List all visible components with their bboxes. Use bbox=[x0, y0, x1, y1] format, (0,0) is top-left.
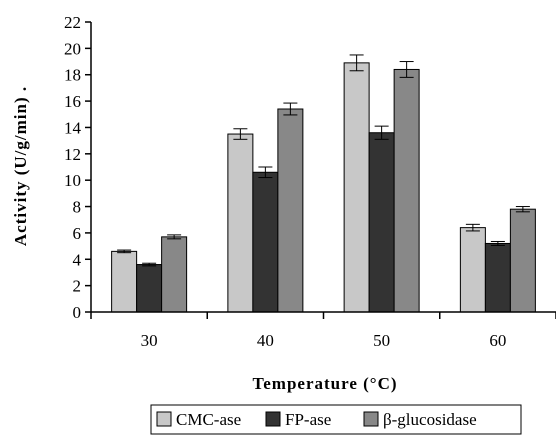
y-tick-label: 20 bbox=[64, 39, 81, 58]
bar--glucosidase-50 bbox=[393, 68, 420, 313]
bar-cmc-ase-50 bbox=[343, 62, 370, 313]
x-tick-label: 30 bbox=[141, 331, 158, 350]
y-tick-label: 2 bbox=[73, 277, 82, 296]
y-tick-label: 16 bbox=[64, 92, 81, 111]
bar--glucosidase-60 bbox=[509, 208, 536, 313]
x-tick-label: 40 bbox=[257, 331, 274, 350]
x-tick-label: 50 bbox=[373, 331, 390, 350]
bar-fp-ase-50 bbox=[368, 132, 395, 313]
legend-swatch-cmc-ase bbox=[156, 411, 172, 427]
y-tick-label: 10 bbox=[64, 171, 81, 190]
legend: CMC-ase FP-ase β-glucosidase bbox=[150, 404, 522, 435]
y-tick-label: 22 bbox=[64, 13, 81, 32]
legend-swatch--glucosidase bbox=[363, 411, 379, 427]
legend-swatch-fp-ase bbox=[265, 411, 281, 427]
bar-fp-ase-30 bbox=[136, 264, 163, 313]
bar-cmc-ase-30 bbox=[111, 250, 138, 313]
y-tick-label: 14 bbox=[64, 118, 82, 137]
bars-layer bbox=[111, 54, 536, 313]
y-tick-label: 6 bbox=[73, 224, 82, 243]
y-tick-label: 4 bbox=[73, 250, 82, 269]
ticks-layer: 30 40 50 60 0 2 4 6 8 10 12 14 16 18 20 22 bbox=[64, 13, 556, 350]
bar-fp-ase-40 bbox=[252, 171, 279, 313]
y-tick-label: 18 bbox=[64, 66, 81, 85]
bar--glucosidase-30 bbox=[161, 236, 188, 313]
y-tick-label: 0 bbox=[73, 303, 82, 322]
legend-label: β-glucosidase bbox=[383, 410, 477, 429]
legend-label: CMC-ase bbox=[176, 410, 241, 429]
legend-label: FP-ase bbox=[285, 410, 331, 429]
bar-cmc-ase-60 bbox=[459, 227, 486, 313]
y-tick-label: 8 bbox=[73, 198, 82, 217]
y-tick-label: 12 bbox=[64, 145, 81, 164]
bar-cmc-ase-40 bbox=[227, 133, 254, 313]
x-axis-title: Temperature (°C) bbox=[252, 374, 397, 393]
bar--glucosidase-40 bbox=[277, 108, 304, 313]
legend-box bbox=[150, 404, 522, 435]
x-tick-label: 60 bbox=[489, 331, 506, 350]
bar-fp-ase-60 bbox=[484, 242, 511, 313]
y-axis-title: Activity (U/g/min) . bbox=[11, 86, 30, 246]
